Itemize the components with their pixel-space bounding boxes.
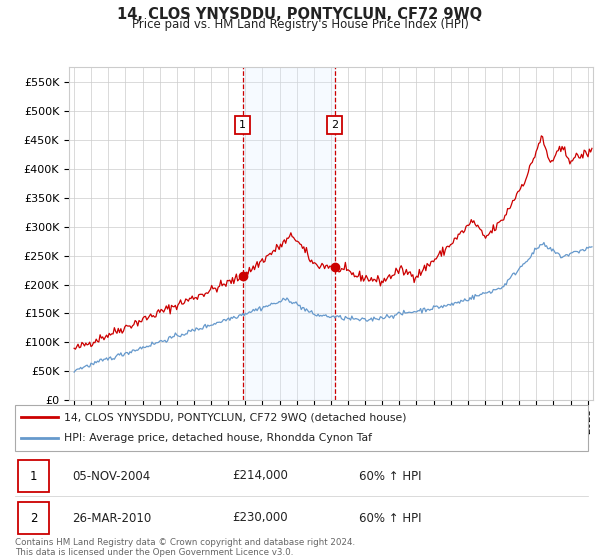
Bar [243, 67, 335, 400]
Text: 60% ↑ HPI: 60% ↑ HPI [359, 469, 421, 483]
Text: 2: 2 [30, 511, 37, 525]
Text: 1: 1 [30, 469, 37, 483]
Text: £230,000: £230,000 [233, 511, 289, 525]
Text: 2: 2 [331, 120, 338, 130]
Text: HPI: Average price, detached house, Rhondda Cynon Taf: HPI: Average price, detached house, Rhon… [64, 433, 372, 444]
Text: 14, CLOS YNYSDDU, PONTYCLUN, CF72 9WQ: 14, CLOS YNYSDDU, PONTYCLUN, CF72 9WQ [118, 7, 482, 22]
FancyBboxPatch shape [15, 405, 588, 451]
Text: 1: 1 [239, 120, 246, 130]
Text: Contains HM Land Registry data © Crown copyright and database right 2024.
This d: Contains HM Land Registry data © Crown c… [15, 538, 355, 557]
Text: 14, CLOS YNYSDDU, PONTYCLUN, CF72 9WQ (detached house): 14, CLOS YNYSDDU, PONTYCLUN, CF72 9WQ (d… [64, 412, 406, 422]
Text: Price paid vs. HM Land Registry's House Price Index (HPI): Price paid vs. HM Land Registry's House … [131, 18, 469, 31]
FancyBboxPatch shape [18, 460, 49, 492]
FancyBboxPatch shape [18, 502, 49, 534]
Text: 05-NOV-2004: 05-NOV-2004 [73, 469, 151, 483]
Text: 26-MAR-2010: 26-MAR-2010 [73, 511, 152, 525]
Text: £214,000: £214,000 [233, 469, 289, 483]
Text: 60% ↑ HPI: 60% ↑ HPI [359, 511, 421, 525]
